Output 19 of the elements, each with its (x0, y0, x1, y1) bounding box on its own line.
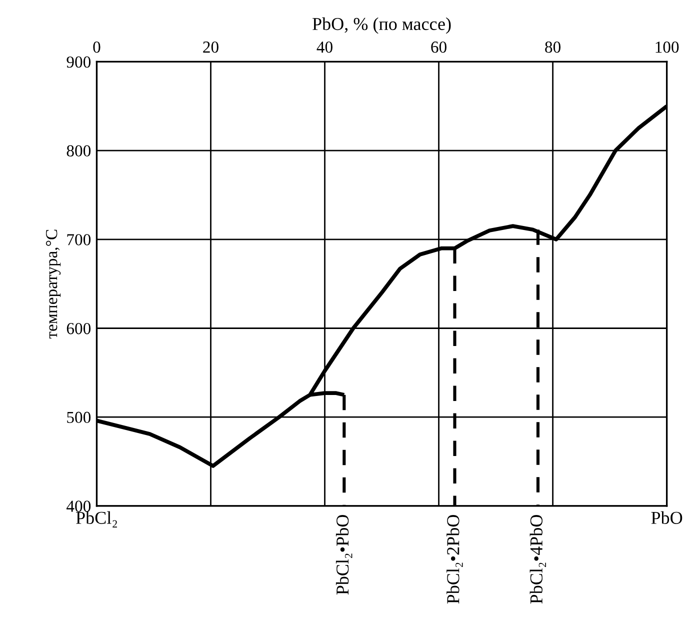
x-axis-title: PbO, % (по массе) (312, 17, 451, 34)
annotation: PbCl₂•PbO (336, 515, 352, 595)
y-tick-label: 600 (66, 322, 91, 334)
y-tick-label: 700 (67, 234, 91, 246)
x-tick-label: 60 (431, 42, 446, 53)
x-tick-label: 40 (316, 42, 332, 53)
y-tick-label: 400 (66, 500, 91, 512)
x-tick-label: 100 (656, 42, 679, 53)
text: PbCl₂ (76, 511, 117, 528)
y-tick-label: 500 (67, 412, 91, 424)
annotation: PbCl₂•2PbO (446, 515, 463, 604)
text: PbO (651, 511, 682, 524)
annotation: PbCl₂•4PbO (530, 515, 546, 604)
y-tick-label: 900 (66, 56, 91, 68)
x-tick-label: 20 (203, 42, 218, 53)
y-axis-title: температура,°C (46, 230, 61, 339)
y-tick-label: 800 (66, 145, 91, 156)
x-tick-label: 0 (93, 42, 100, 53)
x-tick-label: 80 (545, 42, 560, 53)
